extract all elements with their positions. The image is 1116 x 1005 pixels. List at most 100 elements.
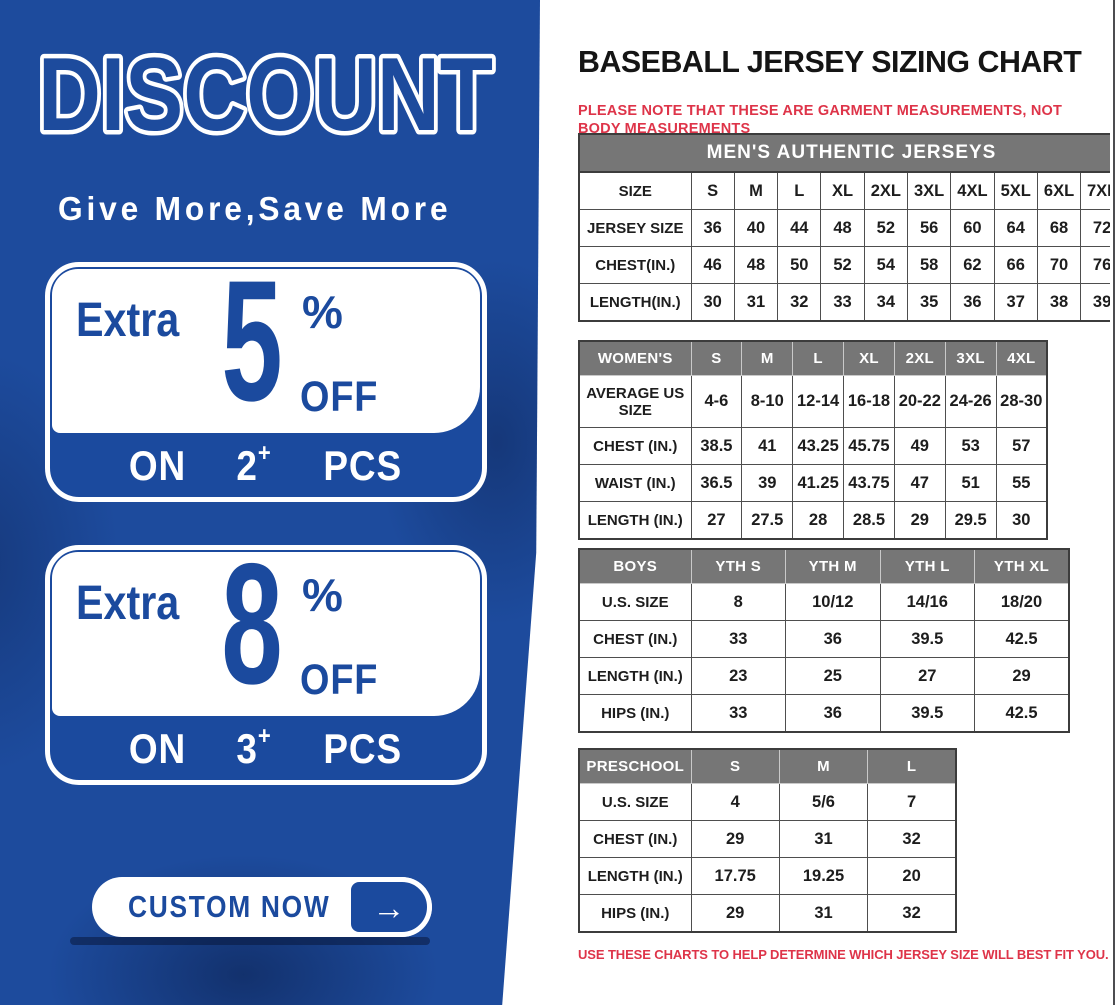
row-label: CHEST (IN.) — [578, 820, 692, 858]
plus-sign: + — [257, 439, 272, 467]
sizing-chart-panel: BASEBALL JERSEY SIZING CHART PLEASE NOTE… — [540, 0, 1116, 1005]
table-header-cell: YTH M — [785, 548, 881, 584]
table-header-cell: 2XL — [893, 340, 946, 376]
table-row: WAIST (IN.) 36.5 39 41.25 43.75 47 51 55 — [578, 464, 1048, 502]
background-silhouette — [70, 937, 430, 945]
table-cell: 53 — [944, 427, 997, 465]
table-cell: 41 — [741, 427, 794, 465]
row-label: HIPS (IN.) — [578, 694, 692, 733]
size-table: WOMEN'S S M L XL 2XL 3XL 4XL AVERAGE US SIZE 4-6 8… — [578, 340, 1048, 540]
table-cell: 70 — [1036, 246, 1082, 284]
offer-card-top: Extra 5 % OFF — [52, 267, 480, 433]
table-cell: 48 — [733, 246, 779, 284]
table-cell: 17.75 — [690, 857, 780, 895]
quantity: 3+ — [236, 722, 272, 772]
table-cell: 36.5 — [690, 464, 743, 502]
table-header-cell: M — [741, 340, 794, 376]
custom-now-button[interactable]: CUSTOM NOW → — [92, 877, 432, 937]
table-cell: 29 — [690, 894, 780, 933]
table-cell: 36 — [785, 620, 881, 658]
table-cell: 54 — [863, 246, 908, 284]
table-cell: 36 — [950, 283, 995, 322]
discount-title: DISCOUNT — [34, 33, 498, 158]
on-label: ON — [128, 725, 186, 772]
table-row: JERSEY SIZE 36 40 44 48 52 56 60 64 68 72 — [578, 209, 1110, 247]
table-cell: 39 — [741, 464, 794, 502]
table-row: CHEST (IN.) 29 31 32 — [578, 820, 957, 858]
table-cell: 49 — [893, 427, 946, 465]
table-cell: 20-22 — [893, 375, 946, 428]
table-cell: 14/16 — [879, 583, 975, 621]
table-cell: S — [690, 171, 735, 210]
table-cell: 5/6 — [778, 783, 869, 821]
table-cell: 8 — [690, 583, 786, 621]
offer-condition-band: ON 3+ PCS — [50, 718, 482, 780]
right-arrow-icon: → — [372, 888, 406, 926]
table-cell: 29 — [893, 501, 946, 540]
table-cell: 37 — [993, 283, 1038, 322]
row-label: HIPS (IN.) — [578, 894, 692, 933]
table-cell: 43.75 — [843, 464, 895, 502]
table-header-cell: 4XL — [995, 340, 1048, 376]
table-row: LENGTH (IN.) 17.75 19.25 20 — [578, 857, 957, 895]
table-header-cell: PRESCHOOL — [578, 748, 692, 784]
row-label: CHEST (IN.) — [578, 427, 692, 465]
table-header-cell: YTH L — [879, 548, 975, 584]
table-cell: 4 — [690, 783, 780, 821]
mens-size-table: MEN'S AUTHENTIC JERSEYS SIZE S M L XL 2XL 3XL 4X… — [578, 133, 1110, 322]
table-cell: 56 — [906, 209, 952, 247]
row-label: LENGTH (IN.) — [578, 501, 692, 540]
table-title: MEN'S AUTHENTIC JERSEYS — [578, 133, 1110, 171]
table-cell: 20 — [867, 857, 957, 895]
table-cell: 24-26 — [944, 375, 997, 428]
table-cell: 27 — [690, 501, 743, 540]
table-cell: 40 — [733, 209, 779, 247]
table-cell: 29 — [690, 820, 780, 858]
table-cell: 36 — [785, 694, 881, 733]
table-cell: 32 — [867, 894, 957, 933]
table-cell: 50 — [777, 246, 822, 284]
table-cell: 42.5 — [974, 694, 1070, 733]
table-cell: 76 — [1080, 246, 1110, 284]
table-cell: 7 — [867, 783, 957, 821]
table-cell: 51 — [944, 464, 997, 502]
offer-card-5-percent: Extra 5 % OFF ON 2+ PCS — [45, 262, 487, 502]
table-cell: 33 — [690, 694, 786, 733]
table-cell: 28.5 — [843, 501, 895, 540]
table-cell: 66 — [993, 246, 1038, 284]
table-cell: 36 — [690, 209, 735, 247]
row-label: LENGTH(IN.) — [578, 283, 692, 322]
table-cell: 2XL — [863, 171, 908, 210]
table-cell: 39 — [1080, 283, 1110, 322]
boys-size-table: BOYS YTH S YTH M YTH L YTH XL U.S. SIZE 8 10/12… — [578, 548, 1070, 733]
row-label: CHEST (IN.) — [578, 620, 692, 658]
row-label: LENGTH (IN.) — [578, 857, 692, 895]
table-cell: 46 — [690, 246, 735, 284]
table-cell: 32 — [867, 820, 957, 858]
table-cell: 52 — [863, 209, 908, 247]
table-cell: 27 — [879, 657, 975, 695]
table-cell: 33 — [820, 283, 865, 322]
table-cell: 29.5 — [944, 501, 997, 540]
table-row: HIPS (IN.) 29 31 32 — [578, 894, 957, 933]
table-cell: 68 — [1036, 209, 1082, 247]
table-cell: 39.5 — [879, 694, 975, 733]
on-label: ON — [128, 442, 186, 489]
pcs-label: PCS — [323, 442, 402, 489]
table-cell: 4XL — [950, 171, 995, 210]
discount-subtitle: Give More,Save More — [58, 190, 452, 227]
row-label: CHEST(IN.) — [578, 246, 692, 284]
table-cell: 47 — [893, 464, 946, 502]
table-cell: 42.5 — [974, 620, 1070, 658]
row-label: LENGTH (IN.) — [578, 657, 692, 695]
table-cell: XL — [820, 171, 865, 210]
table-cell: 31 — [778, 894, 869, 933]
table-cell: 12-14 — [792, 375, 845, 428]
table-header-cell: S — [690, 340, 743, 376]
table-row: LENGTH(IN.) 30 31 32 33 34 35 36 37 38 39 — [578, 283, 1110, 322]
row-label: WAIST (IN.) — [578, 464, 692, 502]
table-cell: 30 — [995, 501, 1048, 540]
extra-label: Extra — [76, 294, 180, 347]
preschool-size-table: PRESCHOOL S M L U.S. SIZE 4 5/6 7 CHEST (IN.) 29 3… — [578, 748, 957, 933]
table-row: LENGTH (IN.) 27 27.5 28 28.5 29 29.5 30 — [578, 501, 1048, 540]
